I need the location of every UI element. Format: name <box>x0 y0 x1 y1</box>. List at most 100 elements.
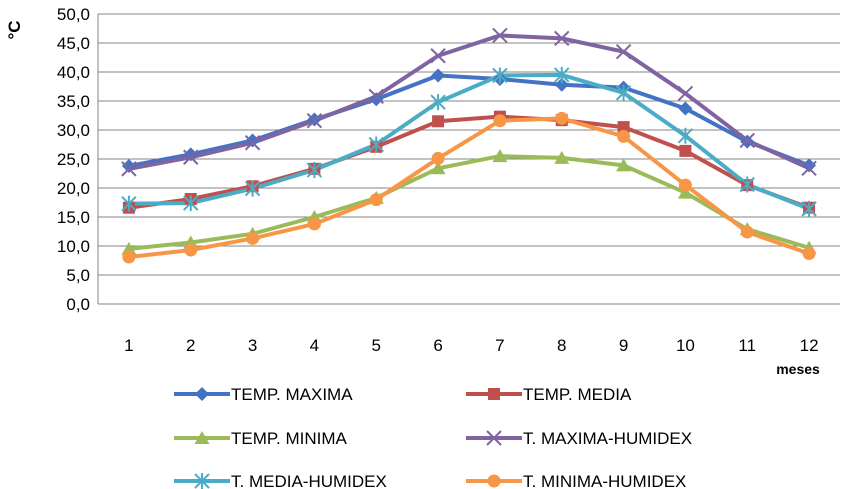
legend-label: T. MEDIA-HUMIDEX <box>231 472 387 489</box>
data-point <box>306 113 323 129</box>
y-axis-label: °C <box>5 20 24 39</box>
data-point <box>369 193 383 207</box>
data-point <box>306 162 323 179</box>
data-point <box>246 231 260 245</box>
series-lines <box>126 33 812 260</box>
y-axis-ticks: 0,0 5,0 10,0 15,0 20,0 25,0 30,0 35,0 40,0 45,0 50… <box>57 5 90 314</box>
legend-label: TEMP. MAXIMA <box>231 385 353 404</box>
data-point <box>244 180 261 197</box>
data-point <box>492 27 508 44</box>
x-tick-label: 9 <box>619 336 628 355</box>
data-point <box>121 158 136 173</box>
data-point <box>617 129 631 143</box>
data-point <box>615 43 632 60</box>
y-tick-label: 45,0 <box>57 34 90 53</box>
x-tick-label: 1 <box>124 336 133 355</box>
data-point <box>492 149 508 163</box>
data-point <box>616 158 632 172</box>
data-point <box>183 147 198 162</box>
data-point <box>678 178 692 192</box>
data-point <box>679 144 692 157</box>
data-point <box>430 48 446 64</box>
data-point <box>122 250 136 264</box>
data-point <box>183 149 199 165</box>
data-point <box>245 133 260 148</box>
data-point <box>492 67 508 84</box>
x-tick-label: 2 <box>186 336 195 355</box>
series-line-6 <box>126 116 812 260</box>
data-point <box>740 225 754 239</box>
legend-item: TEMP. MAXIMA <box>174 385 353 404</box>
legend-marker <box>194 431 210 444</box>
data-point <box>677 185 693 199</box>
legend-label: T. MINIMA-HUMIDEX <box>523 472 686 489</box>
data-point <box>431 68 446 83</box>
data-point <box>368 136 384 153</box>
x-tick-label: 12 <box>800 336 819 355</box>
data-point <box>121 241 137 255</box>
y-tick-label: 50,0 <box>57 5 90 24</box>
x-tick-label: 3 <box>248 336 257 355</box>
data-point <box>555 111 569 125</box>
data-point <box>802 158 817 173</box>
data-point <box>678 101 693 116</box>
legend-item: T. MINIMA-HUMIDEX <box>466 472 686 489</box>
data-point <box>677 85 694 102</box>
data-point <box>554 30 570 47</box>
legend-label: TEMP. MINIMA <box>231 429 348 448</box>
data-point <box>615 84 632 101</box>
data-point <box>244 135 261 151</box>
series-line-4 <box>126 33 812 171</box>
data-point <box>368 88 384 105</box>
legend-marker <box>486 430 502 446</box>
y-tick-label: 30,0 <box>57 121 90 140</box>
data-point <box>739 176 755 193</box>
data-point <box>121 161 137 177</box>
legend: TEMP. MAXIMA TEMP. MEDIA TEMP. MINIMA T. MA… <box>174 385 692 489</box>
data-point <box>184 243 198 257</box>
legend-marker <box>195 387 209 401</box>
series-line-5 <box>126 72 812 211</box>
gridlines <box>97 13 840 305</box>
legend-item: TEMP. MEDIA <box>466 385 632 404</box>
data-point <box>493 114 507 128</box>
data-point <box>307 217 321 231</box>
data-point <box>431 151 445 165</box>
y-tick-label: 20,0 <box>57 179 90 198</box>
x-tick-label: 4 <box>310 336 319 355</box>
y-tick-label: 5,0 <box>66 266 90 285</box>
x-axis-label: meses <box>776 361 820 377</box>
x-tick-label: 5 <box>372 336 381 355</box>
legend-item: T. MEDIA-HUMIDEX <box>174 472 387 489</box>
data-point <box>801 200 817 217</box>
data-point <box>802 247 816 261</box>
data-point <box>554 77 569 92</box>
legend-marker <box>488 388 500 400</box>
legend-label: TEMP. MEDIA <box>523 385 632 404</box>
data-point <box>554 66 570 83</box>
legend-marker <box>194 473 210 489</box>
data-point <box>617 121 630 134</box>
legend-item: TEMP. MINIMA <box>174 429 348 448</box>
data-point <box>430 94 446 111</box>
x-tick-label: 6 <box>433 336 442 355</box>
data-point <box>369 92 384 107</box>
series-line-1 <box>126 73 812 168</box>
y-tick-label: 40,0 <box>57 63 90 82</box>
series-line-2 <box>126 114 812 210</box>
data-point <box>430 161 446 175</box>
data-point <box>554 150 570 164</box>
legend-item: T. MAXIMA-HUMIDEX <box>466 429 692 448</box>
y-tick-label: 35,0 <box>57 92 90 111</box>
legend-marker <box>487 474 501 488</box>
data-point <box>121 195 137 212</box>
series-markers <box>121 27 817 264</box>
y-tick-label: 15,0 <box>57 208 90 227</box>
x-tick-label: 8 <box>557 336 566 355</box>
x-axis-ticks: 1 2 3 4 5 6 7 8 9 10 11 12 <box>124 336 818 355</box>
x-tick-label: 7 <box>495 336 504 355</box>
y-tick-label: 10,0 <box>57 237 90 256</box>
data-point <box>801 160 817 176</box>
data-point <box>739 132 755 149</box>
